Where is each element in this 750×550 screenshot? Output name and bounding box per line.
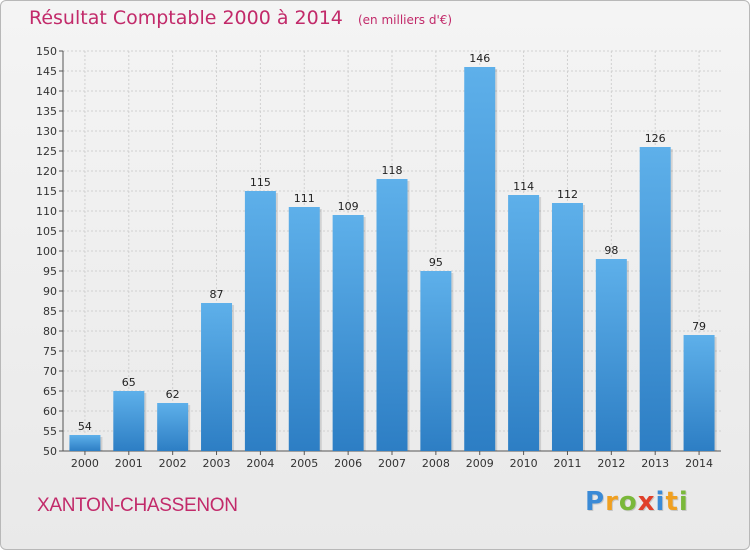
bar (113, 391, 145, 451)
bar-value-label: 146 (469, 52, 490, 65)
x-tick-label: 2009 (466, 457, 494, 470)
x-tick-label: 2003 (203, 457, 231, 470)
logo-letter: i (678, 487, 689, 517)
bar (244, 191, 276, 451)
x-tick-label: 2013 (641, 457, 669, 470)
y-tick-label: 95 (43, 265, 57, 278)
y-tick-label: 55 (43, 425, 57, 438)
commune-name: XANTON-CHASSENON (37, 495, 238, 516)
y-tick-label: 75 (43, 345, 57, 358)
bar-value-label: 95 (429, 256, 443, 269)
y-tick-label: 85 (43, 305, 57, 318)
x-tick-label: 2002 (159, 457, 187, 470)
y-tick-label: 130 (36, 125, 57, 138)
logo-letter: t (665, 487, 679, 517)
x-tick-label: 2004 (246, 457, 274, 470)
bar (288, 207, 320, 451)
value-labels: 54 65 62 87 115 111 109 118 95 146 114 112 98 126 79 (78, 52, 706, 433)
bar-value-label: 126 (645, 132, 666, 145)
y-tick-label: 125 (36, 145, 57, 158)
bar (69, 435, 101, 451)
bar (683, 335, 715, 451)
x-tick-label: 2014 (685, 457, 713, 470)
bar (508, 195, 540, 451)
x-tick-label: 2001 (115, 457, 143, 470)
y-tick-label: 135 (36, 105, 57, 118)
y-tick-label: 90 (43, 285, 57, 298)
logo-letter: i (655, 487, 666, 517)
logo-letter: x (637, 487, 656, 517)
bar-value-label: 87 (210, 288, 224, 301)
bar (157, 403, 189, 451)
y-tick-label: 80 (43, 325, 57, 338)
y-tick-label: 60 (43, 405, 57, 418)
y-tick-label: 100 (36, 245, 57, 258)
bar-value-label: 62 (166, 388, 180, 401)
bar-value-label: 98 (604, 244, 618, 257)
bars (69, 67, 717, 451)
x-tick-label: 2012 (597, 457, 625, 470)
bar (420, 271, 452, 451)
y-tick-label: 120 (36, 165, 57, 178)
chart-unit: (en milliers d'€) (357, 13, 453, 27)
bar (201, 303, 233, 451)
bar-value-label: 112 (557, 188, 578, 201)
y-tick-label: 110 (36, 205, 57, 218)
y-tick-label: 105 (36, 225, 57, 238)
y-tick-label: 70 (43, 365, 57, 378)
proxiti-logo[interactable]: Proxiti (585, 487, 689, 517)
x-tick-label: 2008 (422, 457, 450, 470)
y-tick-label: 115 (36, 185, 57, 198)
bar (332, 215, 364, 451)
bar-value-label: 109 (338, 200, 359, 213)
chart-title-text: Résultat Comptable 2000 à 2014 (29, 7, 343, 29)
bar (376, 179, 408, 451)
y-tick-label: 150 (36, 45, 57, 58)
y-tick-label: 65 (43, 385, 57, 398)
bar-value-label: 114 (513, 180, 534, 193)
x-tick-label: 2011 (553, 457, 581, 470)
bar-value-label: 115 (250, 176, 271, 189)
x-tick-label: 2006 (334, 457, 362, 470)
logo-letter: r (605, 487, 619, 517)
bar-value-label: 65 (122, 376, 136, 389)
bar (639, 147, 671, 451)
bar-value-label: 54 (78, 420, 92, 433)
y-tick-label: 145 (36, 65, 57, 78)
bar-value-label: 79 (692, 320, 706, 333)
bar-value-label: 118 (382, 164, 403, 177)
bar-value-label: 111 (294, 192, 315, 205)
logo-letter: o (618, 487, 638, 517)
y-tick-label: 50 (43, 445, 57, 458)
x-tick-label: 2000 (71, 457, 99, 470)
bar (595, 259, 627, 451)
x-tick-label: 2010 (510, 457, 538, 470)
chart-title: Résultat Comptable 2000 à 2014 (en milli… (29, 7, 452, 29)
x-tick-label: 2007 (378, 457, 406, 470)
y-tick-label: 140 (36, 85, 57, 98)
bar (464, 67, 496, 451)
logo-letter: P (585, 487, 606, 517)
x-tick-label: 2005 (290, 457, 318, 470)
bar (551, 203, 583, 451)
